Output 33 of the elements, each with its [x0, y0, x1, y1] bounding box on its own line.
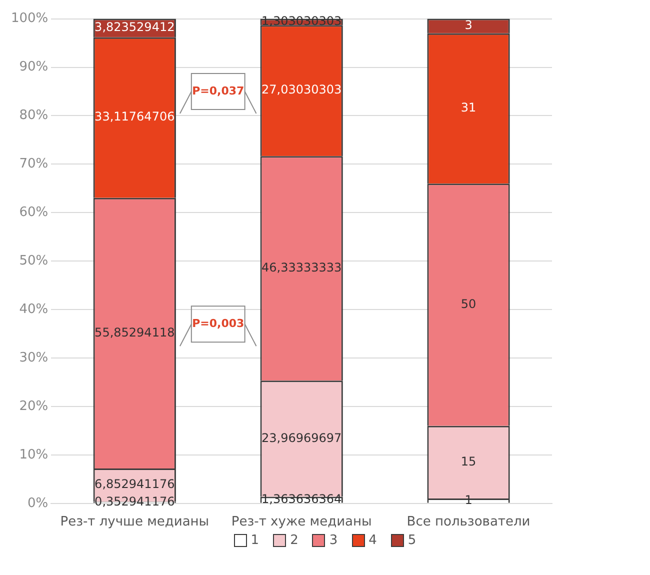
- data-label: 23,96969697: [261, 430, 342, 445]
- legend-label: 4: [368, 533, 377, 548]
- legend-label: 3: [329, 533, 338, 548]
- data-label: 50: [460, 296, 476, 311]
- y-tick-label: 100%: [10, 11, 48, 26]
- legend-label: 5: [408, 533, 416, 548]
- x-tick-label: Рез-т хуже медианы: [231, 514, 372, 530]
- data-label: 27,03030303: [261, 82, 342, 97]
- y-tick-label: 60%: [19, 205, 48, 220]
- x-tick-label: Рез-т лучше медианы: [60, 514, 210, 530]
- y-tick-label: 20%: [19, 398, 48, 414]
- y-tick-label: 90%: [19, 60, 48, 75]
- data-label: 15: [460, 454, 476, 468]
- y-tick-label: 10%: [19, 447, 48, 462]
- data-label: 3,823529412: [94, 20, 175, 34]
- y-tick-label: 40%: [19, 302, 48, 317]
- y-tick-label: 70%: [19, 156, 48, 172]
- data-label: 31: [460, 100, 476, 115]
- data-label: 46,33333333: [261, 260, 342, 274]
- legend-label: 2: [290, 533, 298, 548]
- y-tick-label: 0%: [28, 496, 48, 511]
- data-label: 6,852941176: [94, 477, 175, 492]
- y-tick-label: 30%: [19, 350, 48, 366]
- y-tick-label: 80%: [19, 108, 48, 124]
- annotation: P=0,003: [192, 316, 244, 330]
- y-tick-label: 50%: [19, 253, 48, 268]
- data-label: 3: [464, 18, 472, 32]
- data-label: 33,11764706: [94, 110, 175, 124]
- text: 1: [250, 533, 260, 548]
- annotation: P=0,037: [192, 84, 244, 98]
- x-tick-label: Все пользователи: [406, 514, 530, 530]
- data-label: 55,85294118: [94, 325, 175, 340]
- data-label: 0,352941176: [94, 494, 175, 508]
